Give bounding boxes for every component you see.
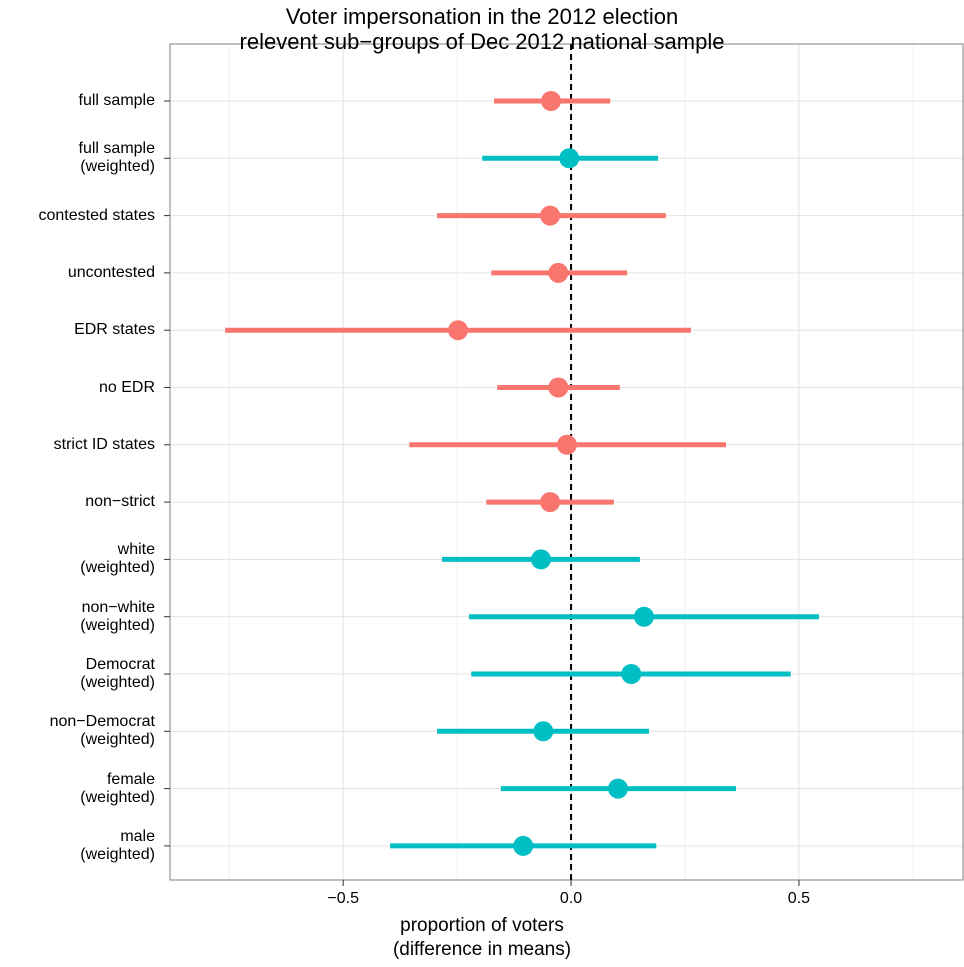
point [548, 262, 569, 283]
y-tick-label: non−Democrat (weighted) [49, 713, 155, 749]
point [548, 377, 569, 398]
point [621, 664, 642, 684]
point [556, 434, 577, 455]
plot-border [169, 43, 964, 881]
y-tick-label: EDR states [74, 321, 155, 339]
y-tick-label: uncontested [67, 263, 155, 281]
point [540, 205, 561, 226]
y-tick-label: full sample [78, 92, 155, 109]
chart-title: Voter impersonation in the 2012 election… [239, 4, 725, 54]
y-tick-label: non−white (weighted) [80, 598, 155, 634]
y-tick-label: strict ID states [53, 435, 155, 453]
point [533, 721, 554, 742]
point [559, 148, 580, 169]
y-tick-label: full sample (weighted) [78, 140, 155, 176]
point [607, 778, 628, 799]
point [530, 549, 551, 570]
x-tick-label: 0.0 [559, 890, 583, 907]
x-tick-label: 0.5 [787, 890, 811, 907]
y-tick-label: non−strict [85, 493, 155, 511]
y-tick-label: contested states [38, 206, 155, 224]
x-axis-title: proportion of voters (difference in mean… [392, 915, 572, 960]
y-tick-label: male (weighted) [80, 827, 155, 863]
y-tick-label: Democrat (weighted) [80, 656, 155, 691]
x-tick-label: −0.5 [327, 890, 359, 907]
point [540, 492, 561, 513]
y-tick-label: no EDR [98, 378, 155, 396]
point [448, 320, 469, 341]
y-tick-label: white (weighted) [80, 541, 155, 577]
point [541, 91, 562, 111]
y-tick-label: female (weighted) [80, 770, 155, 806]
point [633, 606, 654, 627]
point [513, 835, 534, 856]
